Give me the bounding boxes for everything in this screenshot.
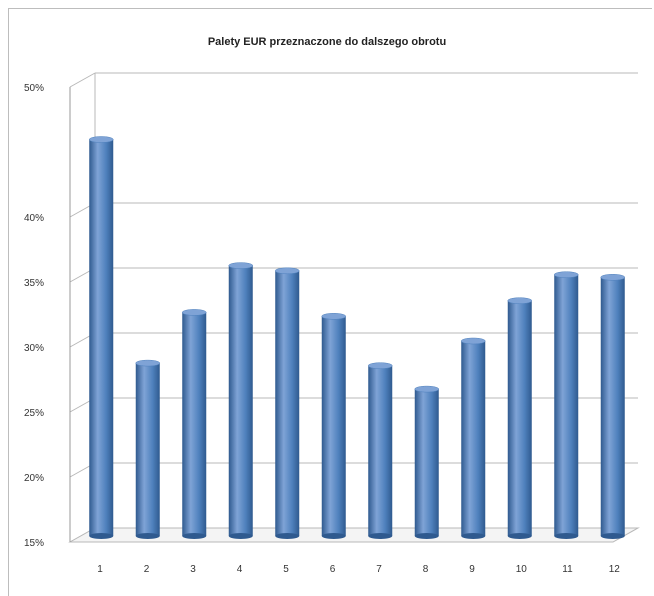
x-tick-label: 2: [144, 564, 150, 575]
bar: [368, 362, 393, 539]
bar: [182, 309, 207, 539]
bar-body: [275, 270, 300, 536]
bar-base: [275, 533, 300, 539]
bar-top: [368, 362, 393, 369]
bar-top: [182, 309, 207, 316]
x-tick-label: 3: [190, 564, 196, 575]
bar: [414, 385, 439, 539]
x-tick-label: 10: [516, 564, 528, 575]
x-tick-label: 5: [283, 564, 289, 575]
bar-top: [135, 359, 160, 367]
bar-body: [135, 363, 160, 536]
x-tick-label: 12: [609, 564, 621, 575]
bar-base: [182, 533, 207, 539]
bar-base: [554, 533, 579, 539]
gridline-depth: [69, 72, 96, 88]
bar-base: [135, 533, 160, 539]
x-tick-label: 4: [237, 564, 243, 575]
bar-body: [368, 365, 393, 536]
label-layer: 15%20%25%30%35%40%50%1 2 3 4 5 6 7 8 9 10 11 12: [24, 83, 620, 575]
bar-base: [600, 533, 625, 539]
y-tick-label: 15%: [24, 538, 44, 549]
x-tick-label: 6: [330, 564, 336, 575]
bar: [507, 297, 532, 539]
bar: [135, 359, 160, 539]
bar: [275, 267, 300, 539]
bar: [321, 313, 346, 539]
bar: [89, 136, 114, 539]
x-tick-label: 9: [469, 564, 475, 575]
bar-base: [507, 533, 532, 539]
bar-base: [368, 533, 393, 539]
chart-title: Palety EUR przeznaczone do dalszego obro…: [207, 36, 447, 48]
bar: [461, 337, 486, 539]
bar-body: [89, 139, 114, 536]
bar-base: [321, 533, 346, 539]
bar-top: [461, 337, 486, 345]
bar-body: [600, 277, 625, 536]
bar-base: [228, 533, 253, 539]
bar-layer: [89, 136, 625, 539]
bar-base: [461, 533, 486, 539]
bar: [554, 271, 579, 539]
bar-top: [414, 385, 439, 393]
bar-body: [321, 316, 346, 536]
y-tick-label: 20%: [24, 473, 44, 484]
y-tick-label: 30%: [24, 343, 44, 354]
x-tick-label: 1: [97, 564, 103, 575]
chart-floor: [68, 527, 640, 543]
bar-top: [228, 262, 253, 269]
bar-top: [507, 297, 532, 304]
bar-body: [414, 389, 439, 536]
y-tick-label: 50%: [24, 83, 44, 94]
x-tick-label: 7: [376, 564, 382, 575]
y-tick-label: 40%: [24, 213, 44, 224]
bar-top: [600, 274, 625, 281]
bar-base: [89, 533, 114, 539]
x-tick-label: 8: [423, 564, 429, 575]
bar: [600, 274, 625, 539]
bar-top: [89, 136, 114, 143]
bar-body: [507, 300, 532, 536]
bar-top: [275, 267, 300, 275]
bar-body: [461, 341, 486, 536]
y-tick-label: 25%: [24, 408, 44, 419]
y-tick-label: 35%: [24, 278, 44, 289]
bar-top: [321, 313, 346, 320]
bar: [228, 262, 253, 539]
bar-body: [182, 312, 207, 536]
x-tick-label: 11: [562, 564, 573, 575]
bar-base: [414, 533, 439, 539]
bar-body: [228, 265, 253, 536]
bar-body: [554, 274, 579, 536]
bar-top: [554, 271, 579, 278]
